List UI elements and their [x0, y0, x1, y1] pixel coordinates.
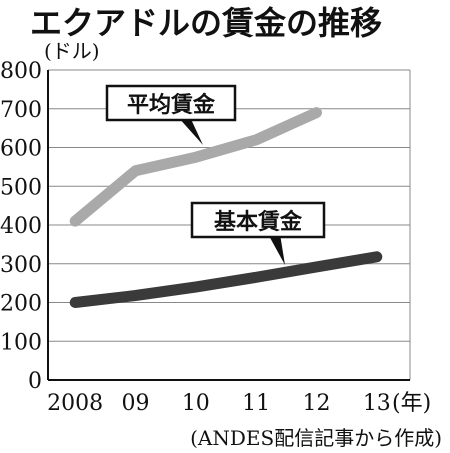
y-tick-labels: 0 100 200 300 400 500 600 700 800	[0, 59, 42, 394]
y-tick-label-400: 400	[0, 214, 42, 239]
x-tick-labels: 2008 09 10 11 12 13	[47, 391, 391, 416]
x-axis-year-suffix: (年)	[392, 391, 431, 416]
x-tick-label-12: 12	[302, 391, 330, 416]
callout-basic-wage-box	[190, 201, 326, 239]
chart-title: エクアドルの賃金の推移	[30, 4, 382, 42]
y-tick-label-200: 200	[0, 292, 42, 317]
y-tick-label-300: 300	[0, 253, 42, 278]
series-line-average-wage	[69, 107, 322, 227]
y-tick-label-800: 800	[0, 59, 42, 84]
series-lines	[69, 107, 383, 308]
callout-basic-wage-label: 基本賃金	[214, 209, 303, 235]
x-tick-label-09: 09	[121, 391, 149, 416]
callout-basic-wage: 基本賃金	[190, 201, 326, 265]
callout-basic-wage-pointer	[268, 234, 285, 265]
callout-average-wage-box	[105, 84, 237, 122]
x-tick-label-11: 11	[242, 391, 270, 416]
y-tick-label-0: 0	[28, 369, 42, 394]
series-line-basic-wage	[69, 251, 383, 308]
axes	[47, 70, 411, 381]
callout-average-wage: 平均賃金	[105, 84, 237, 145]
y-tick-label-100: 100	[0, 330, 42, 355]
y-axis-unit-label: (ドル)	[44, 39, 100, 63]
callout-average-wage-pointer	[178, 117, 203, 145]
x-tick-label-2008: 2008	[47, 391, 103, 416]
callout-average-wage-label: 平均賃金	[127, 92, 216, 118]
y-tick-label-600: 600	[0, 137, 42, 162]
source-note: (ANDES配信記事から作成)	[190, 426, 442, 450]
y-tick-label-700: 700	[0, 98, 42, 123]
x-tick-label-10: 10	[182, 391, 210, 416]
y-tick-label-500: 500	[0, 175, 42, 200]
x-tick-label-13: 13	[363, 391, 391, 416]
